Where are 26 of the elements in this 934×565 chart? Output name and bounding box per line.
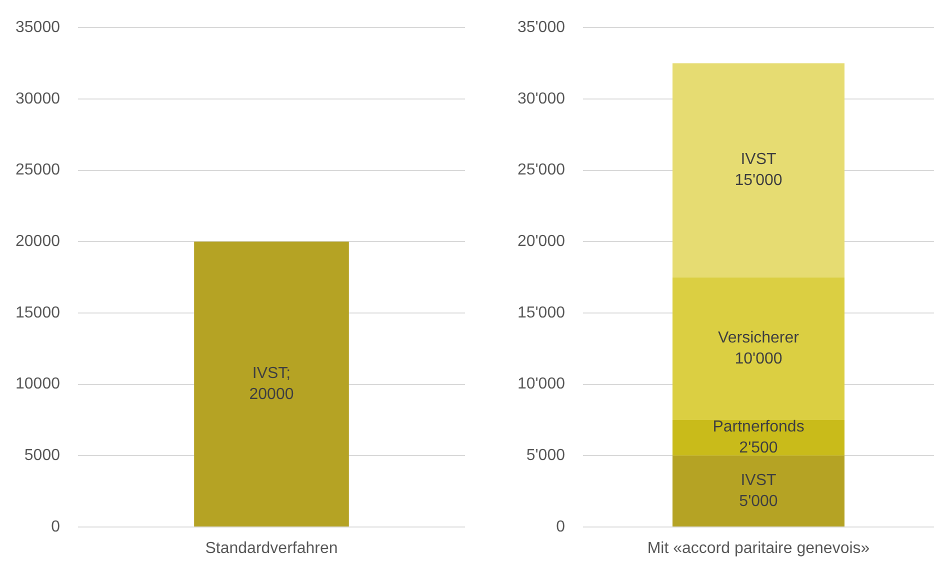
x-tick-label: Mit «accord paritaire genevois» [647, 540, 870, 558]
y-tick-label: 35000 [16, 19, 60, 36]
y-tick-label: 5000 [24, 447, 60, 464]
y-tick-label: 25'000 [517, 162, 566, 179]
y-tick-label: 10000 [16, 376, 60, 393]
x-tick-label: Standardverfahren [205, 540, 338, 558]
data-label: IVST 15'000 [734, 151, 782, 190]
y-tick-label: 25000 [16, 162, 60, 179]
y-tick-label: 20000 [16, 233, 60, 250]
y-tick-label: 30'000 [517, 90, 566, 108]
y-tick-label: 5'000 [526, 447, 566, 464]
y-tick-label: 35'000 [517, 19, 566, 36]
y-tick-label: 0 [556, 518, 566, 536]
y-tick-label: 30000 [16, 90, 60, 108]
y-tick-label: 10'000 [517, 376, 566, 393]
data-label: Partnerfonds 2'500 [712, 418, 804, 457]
y-tick-label: 15'000 [517, 304, 566, 322]
bar [672, 63, 844, 278]
y-tick-label: 0 [51, 518, 60, 536]
y-tick-label: 15000 [16, 304, 60, 322]
bar [672, 456, 844, 526]
bar [672, 277, 844, 420]
data-label: IVST; 20000 [249, 364, 294, 403]
data-label: IVST 5'000 [739, 472, 778, 510]
y-tick-label: 20'000 [517, 233, 566, 250]
data-label: Versicherer 10'000 [718, 330, 800, 368]
